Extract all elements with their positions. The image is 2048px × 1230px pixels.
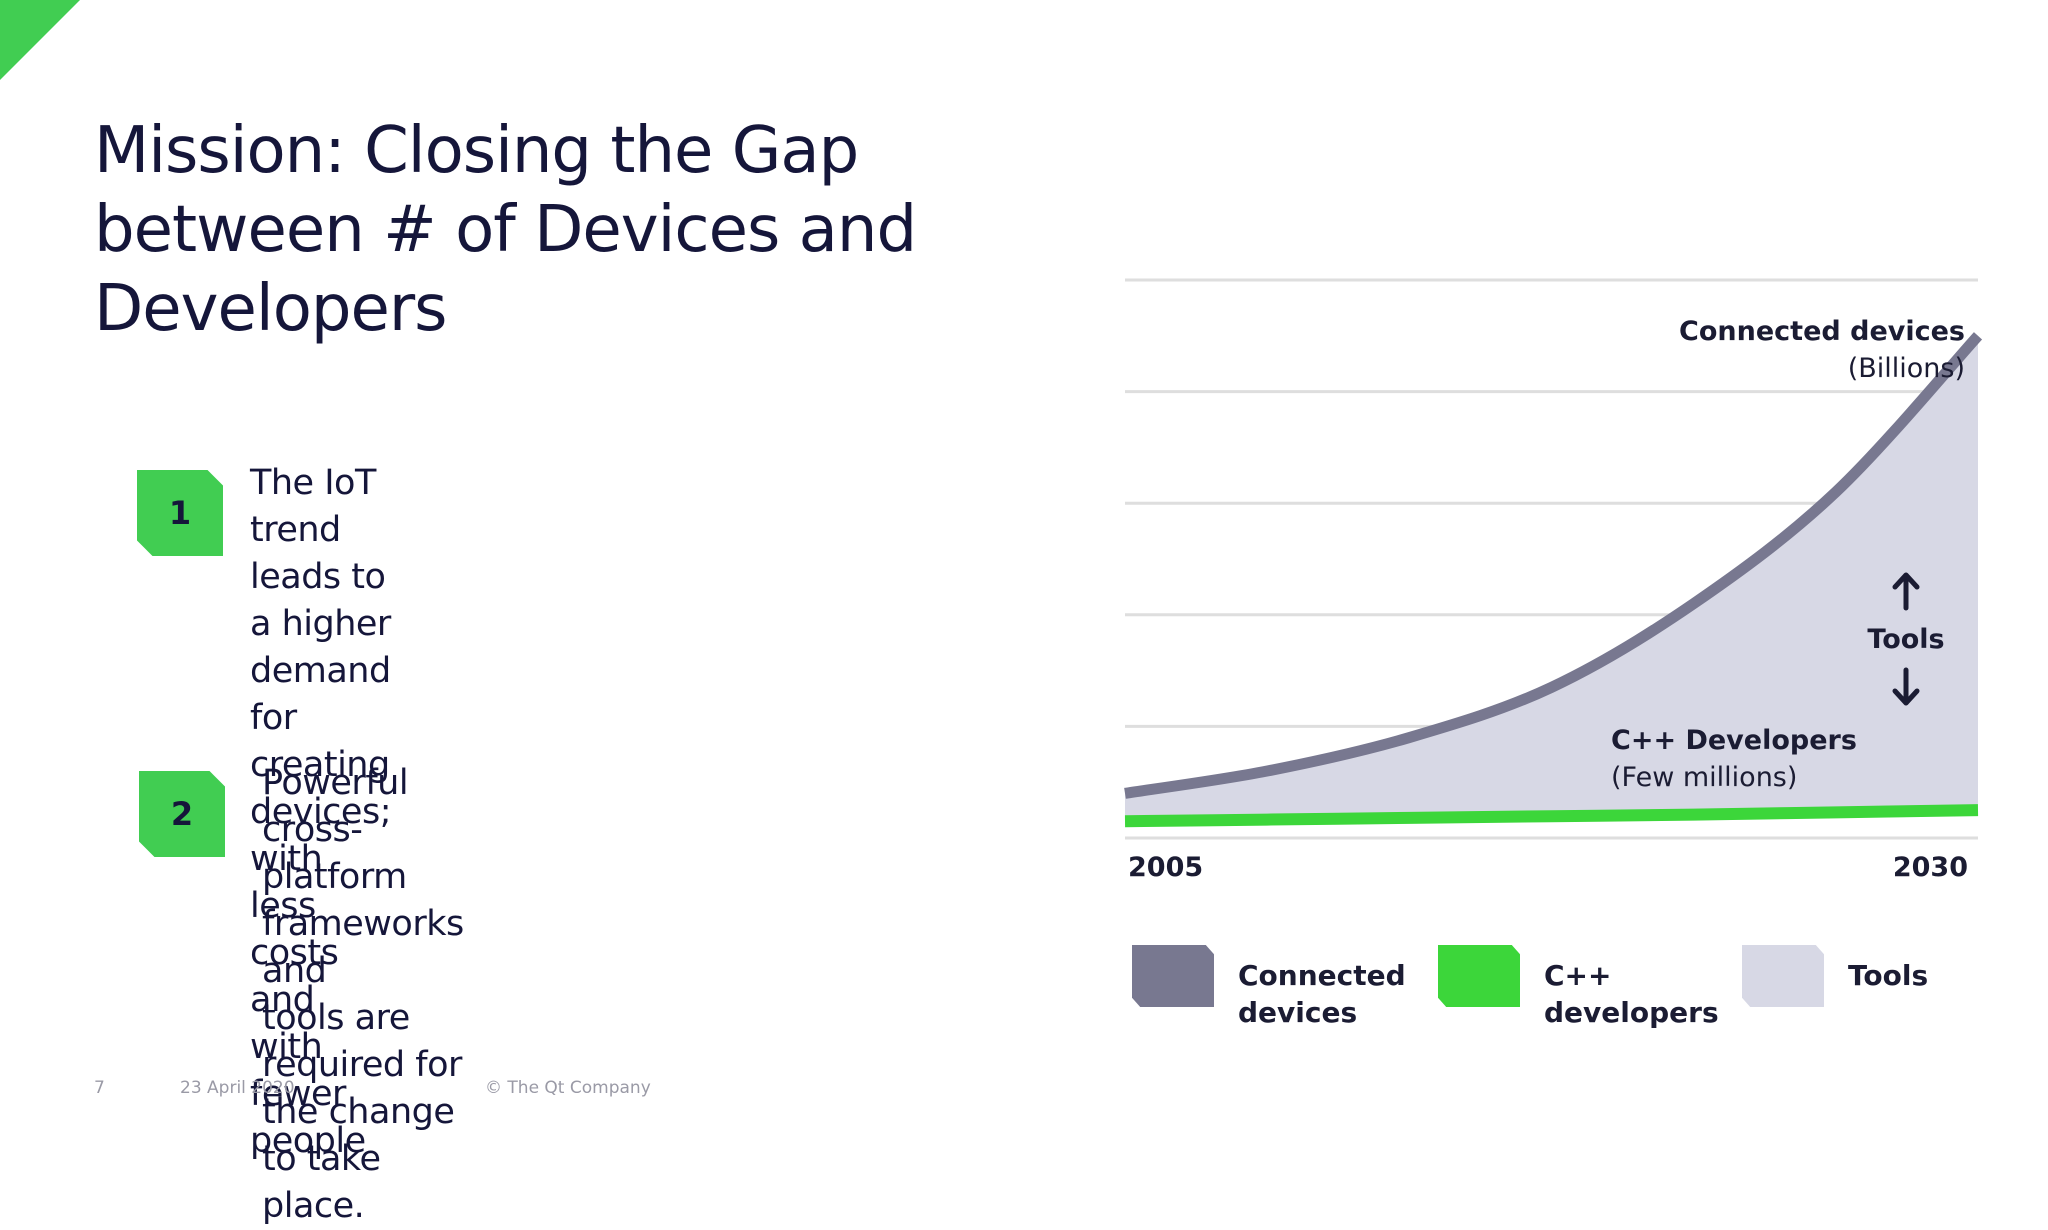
developers-annotation-subtitle: (Few millions) — [1611, 762, 1797, 793]
arrow-down-icon — [1892, 667, 1920, 706]
bullet-number-badge: 2 — [139, 771, 225, 857]
legend-swatch — [1438, 945, 1520, 1007]
slide-title: Mission: Closing the Gap between # of De… — [94, 112, 994, 349]
footer-copyright: © The Qt Company — [485, 1078, 651, 1098]
growth-chart: Connected devices (Billions) C++ Develop… — [1124, 278, 1983, 883]
tools-gap-label: Tools — [1867, 624, 1944, 655]
bullet-line: place. — [262, 1186, 365, 1226]
x-tick-label-end: 2030 — [1893, 852, 1968, 883]
devices-annotation-title: Connected devices — [1679, 316, 1965, 347]
legend-line: developers — [1544, 996, 1719, 1029]
legend-label: Connected devices — [1238, 957, 1406, 1031]
devices-annotation-subtitle: (Billions) — [1848, 353, 1965, 384]
legend-line: Connected — [1238, 959, 1406, 992]
legend-line: devices — [1238, 996, 1358, 1029]
page-number: 7 — [94, 1078, 105, 1098]
corner-accent — [0, 0, 80, 80]
x-tick-label-start: 2005 — [1128, 852, 1203, 883]
legend-label: Tools — [1848, 957, 1928, 994]
arrow-up-icon — [1892, 572, 1920, 611]
bullet-number-badge: 1 — [137, 470, 223, 556]
title-line: Developers — [94, 272, 448, 346]
cpp-developers-line — [1124, 804, 1979, 828]
footer-date: 23 April 2020 — [180, 1078, 295, 1098]
title-line: Mission: Closing the Gap — [94, 114, 859, 188]
connected-devices-line — [1124, 332, 1983, 799]
tools-gap-area — [1125, 335, 1978, 822]
bullet-line: The IoT trend leads to a higher demand f… — [250, 463, 391, 738]
bullet-text: The IoT trend leads to a higher demand f… — [250, 460, 391, 1165]
legend-swatch — [1742, 945, 1824, 1007]
bullet-text: Powerful cross-platform frameworks and t… — [262, 760, 464, 1230]
legend-label: C++ developers — [1544, 957, 1719, 1031]
bullet-line: Powerful cross-platform frameworks and — [262, 763, 464, 991]
legend-line: Tools — [1848, 959, 1929, 992]
developers-annotation-title: C++ Developers — [1611, 725, 1857, 756]
legend-line: C++ — [1544, 959, 1612, 992]
legend-swatch — [1132, 945, 1214, 1007]
bullet-line: tools are required for the change to tak… — [262, 998, 462, 1179]
bullet-line: creating devices; with less costs and wi… — [250, 745, 391, 1067]
title-line: between # of Devices and — [94, 193, 917, 267]
